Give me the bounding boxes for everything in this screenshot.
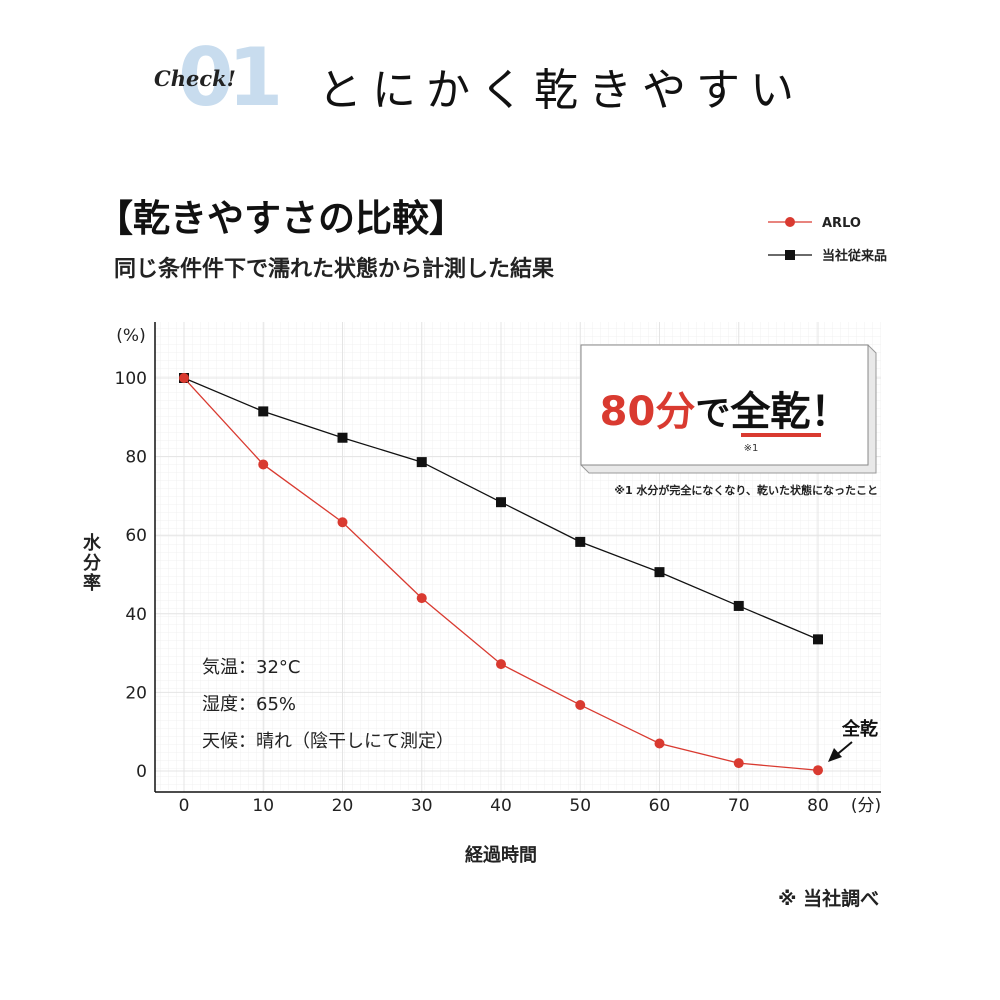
- y-axis-title: 水分率: [83, 532, 102, 594]
- data-point-conventional: [654, 567, 665, 578]
- y-tick-label: 60: [125, 526, 147, 546]
- check-badge: Check!: [154, 66, 236, 91]
- data-point-conventional: [733, 600, 744, 611]
- page-headline: とにかく乾きやすい: [318, 65, 804, 116]
- callout-accent: 80分: [600, 389, 696, 435]
- series-conventional: [179, 373, 823, 645]
- callout-text: 80分で全乾！: [600, 389, 851, 435]
- data-point-conventional: [496, 497, 506, 508]
- data-point-arlo: [496, 659, 506, 670]
- y-tick-label: 20: [125, 683, 147, 703]
- data-point-arlo: [416, 593, 427, 604]
- x-ticks: 0 10 20 30 40 50 60 70 80: [179, 796, 829, 816]
- x-tick-label: 60: [649, 796, 671, 816]
- callout-box-face: [580, 344, 869, 466]
- x-tick-label: 0: [179, 796, 190, 816]
- data-point-arlo: [179, 373, 189, 383]
- endpoint-annotation: 全乾: [828, 718, 878, 762]
- section-number: 01: [178, 31, 283, 124]
- fully-dry-annotation: 全乾: [841, 718, 878, 740]
- data-point-arlo: [258, 459, 269, 470]
- source-note: ※ 当社調べ: [778, 888, 880, 910]
- y-tick-label: 0: [136, 762, 147, 782]
- x-unit-label: (分): [851, 796, 881, 816]
- x-tick-label: 40: [490, 796, 512, 816]
- x-tick-label: 80: [807, 796, 829, 816]
- data-point-conventional: [416, 457, 427, 468]
- x-tick-label: 10: [252, 796, 274, 816]
- x-axis-title: 経過時間: [465, 844, 537, 866]
- data-point-conventional: [258, 406, 269, 417]
- chart-title: 【乾きやすさの比較】: [96, 197, 466, 240]
- data-point-conventional: [575, 536, 586, 547]
- legend-label-conventional: 当社従来品: [822, 248, 887, 264]
- data-point-arlo: [654, 738, 665, 749]
- legend-label-arlo: ARLO: [822, 216, 861, 231]
- x-tick-label: 70: [728, 796, 750, 816]
- legend: ARLO 当社従来品: [768, 216, 887, 264]
- data-point-arlo: [575, 699, 586, 710]
- condition-weather: 天候：晴れ（陰干しにて測定）: [202, 731, 454, 752]
- conditions-list: 気温：32°C 湿度：65% 天候：晴れ（陰干しにて測定）: [202, 657, 454, 752]
- series-arlo: [179, 373, 823, 776]
- data-point-arlo: [733, 758, 744, 769]
- callout-footnote-mark: ※1: [744, 443, 759, 454]
- data-point-arlo: [337, 517, 348, 528]
- chart-subtitle: 同じ条件件下で濡れた状態から計測した結果: [114, 257, 555, 282]
- condition-temperature: 気温：32°C: [202, 657, 300, 678]
- data-point-conventional: [337, 432, 348, 443]
- callout-underline: [741, 433, 821, 437]
- callout-mid: で: [695, 394, 730, 434]
- condition-humidity: 湿度：65%: [202, 694, 296, 715]
- series: [179, 373, 823, 776]
- y-unit-label: (%): [116, 326, 145, 346]
- y-tick-label: 40: [125, 605, 147, 625]
- data-point-conventional: [813, 634, 823, 645]
- y-ticks: 0 20 40 60 80 100: [115, 369, 147, 782]
- callout-emph: 全乾: [729, 389, 810, 435]
- data-point-arlo: [813, 765, 823, 776]
- arrow-icon: [828, 748, 842, 762]
- callout-box: 80分で全乾！ ※1: [580, 344, 877, 474]
- axes: [154, 322, 881, 793]
- x-tick-label: 50: [569, 796, 591, 816]
- legend-marker-conventional: [785, 250, 795, 260]
- y-tick-label: 80: [125, 448, 147, 468]
- y-tick-label: 100: [115, 369, 147, 389]
- callout-footnote: ※1 水分が完全になくなり、乾いた状態になったこと: [614, 483, 878, 497]
- x-tick-label: 30: [411, 796, 433, 816]
- x-tick-label: 20: [332, 796, 354, 816]
- legend-marker-arlo: [785, 217, 795, 227]
- callout-tail: ！: [810, 389, 850, 435]
